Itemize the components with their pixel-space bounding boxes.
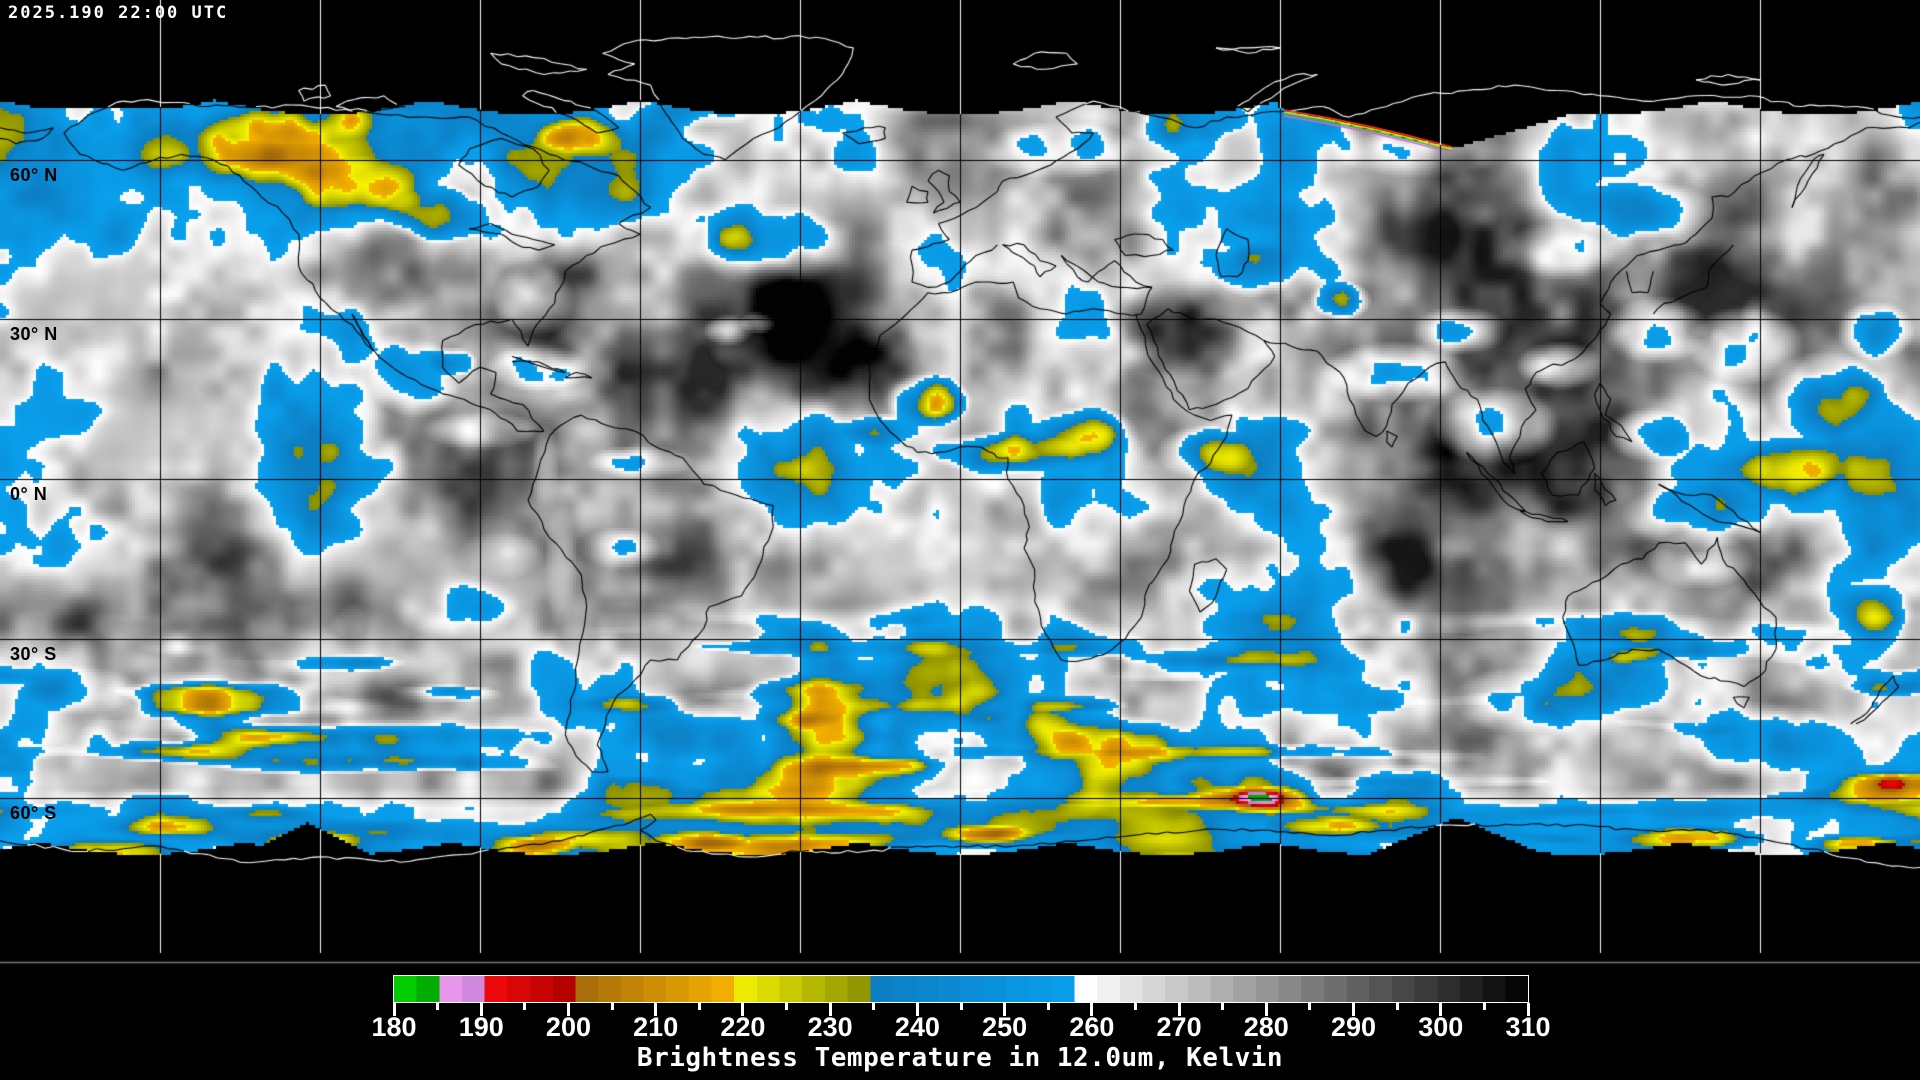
colorbar-major-tick — [1090, 1003, 1094, 1016]
colorbar-major-tick — [915, 1003, 919, 1016]
latitude-label: 30° N — [10, 324, 58, 345]
colorbar-minor-tick — [959, 1003, 963, 1010]
colorbar-minor-tick — [610, 1003, 614, 1010]
colorbar-gradient — [393, 975, 1529, 1003]
colorbar-minor-tick — [785, 1003, 789, 1010]
colorbar-tick-label: 290 — [1331, 1012, 1377, 1042]
colorbar-major-tick — [1264, 1003, 1268, 1016]
colorbar-major-tick — [828, 1003, 832, 1016]
colorbar-major-tick — [1003, 1003, 1007, 1016]
latitude-label: 30° S — [10, 643, 57, 664]
colorbar-major-tick — [1177, 1003, 1181, 1016]
colorbar-minor-tick — [1046, 1003, 1050, 1010]
colorbar-major-tick — [741, 1003, 745, 1016]
colorbar-minor-tick — [1133, 1003, 1137, 1010]
colorbar-tick-label: 250 — [982, 1012, 1028, 1042]
colorbar-minor-tick — [523, 1003, 527, 1010]
colorbar-major-tick — [392, 1003, 396, 1016]
colorbar-major-tick — [566, 1003, 570, 1016]
colorbar-minor-tick — [1221, 1003, 1225, 1010]
timestamp: 2025.190 22:00 UTC — [8, 3, 229, 23]
latitude-label: 60° N — [10, 164, 58, 185]
colorbar-tick-label: 230 — [807, 1012, 853, 1042]
colorbar-tick-label: 270 — [1156, 1012, 1202, 1042]
colorbar-tick-label: 240 — [894, 1012, 940, 1042]
colorbar-tick-label: 260 — [1069, 1012, 1115, 1042]
colorbar-minor-tick — [1308, 1003, 1312, 1010]
colorbar-tick-label: 190 — [458, 1012, 504, 1042]
colorbar-major-tick — [1439, 1003, 1443, 1016]
colorbar-minor-tick — [1482, 1003, 1486, 1010]
colorbar-major-tick — [1352, 1003, 1356, 1016]
colorbar-tick-label: 180 — [371, 1012, 417, 1042]
colorbar-tick-label: 220 — [720, 1012, 766, 1042]
colorbar-major-tick — [1526, 1003, 1530, 1016]
colorbar-tick-label: 210 — [633, 1012, 679, 1042]
colorbar-minor-tick — [697, 1003, 701, 1010]
colorbar-tick-label: 310 — [1505, 1012, 1551, 1042]
colorbar-tick-label: 200 — [545, 1012, 591, 1042]
latitude-label: 0° N — [10, 484, 48, 504]
colorbar-tick-label: 300 — [1418, 1012, 1464, 1042]
colorbar-tick-label: 280 — [1243, 1012, 1289, 1042]
colorbar-title: Brightness Temperature in 12.0um, Kelvin — [636, 1043, 1284, 1073]
colorbar-minor-tick — [1395, 1003, 1399, 1010]
latitude-label: 60° S — [10, 803, 57, 824]
colorbar-major-tick — [654, 1003, 658, 1016]
colorbar-minor-tick — [436, 1003, 440, 1010]
colorbar-major-tick — [479, 1003, 483, 1016]
colorbar-minor-tick — [872, 1003, 876, 1010]
